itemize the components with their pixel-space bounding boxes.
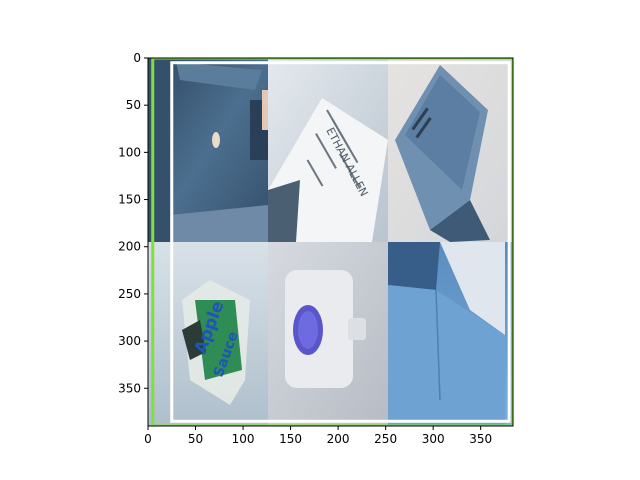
x-tick-label: 300 (422, 432, 445, 446)
y-axis: 0 50 100 150 200 250 300 350 (118, 51, 148, 395)
x-tick-label: 50 (188, 432, 203, 446)
y-tick-label: 150 (118, 193, 141, 207)
green-box (151, 58, 513, 426)
x-tick-label: 200 (327, 432, 350, 446)
tile-plastic-container (268, 242, 388, 426)
axes-frame (147, 57, 514, 427)
x-tick-label: 150 (279, 432, 302, 446)
tile-applesauce-pouch: Apple Sauce (148, 242, 268, 426)
x-axis: 0 50 100 150 200 250 300 350 (144, 426, 492, 446)
white-box (170, 61, 511, 423)
overlay-boxes (151, 58, 513, 426)
y-tick-label: 350 (118, 381, 141, 395)
y-tick-label: 100 (118, 145, 141, 159)
tile-shipping-label: ETHAN ALLEN (268, 58, 388, 242)
tile-box-interior (148, 58, 268, 242)
y-tick-label: 200 (118, 240, 141, 254)
tile-folded-paper (388, 58, 513, 242)
x-tick-label: 0 (144, 432, 152, 446)
y-tick-label: 300 (118, 334, 141, 348)
x-tick-label: 100 (232, 432, 255, 446)
y-tick-label: 50 (126, 98, 141, 112)
x-tick-label: 350 (469, 432, 492, 446)
y-tick-label: 0 (133, 51, 141, 65)
image-area: ETHAN ALLEN Apple Sauce (148, 58, 513, 426)
y-tick-label: 250 (118, 287, 141, 301)
tile-blue-box (388, 242, 513, 426)
x-tick-label: 250 (374, 432, 397, 446)
